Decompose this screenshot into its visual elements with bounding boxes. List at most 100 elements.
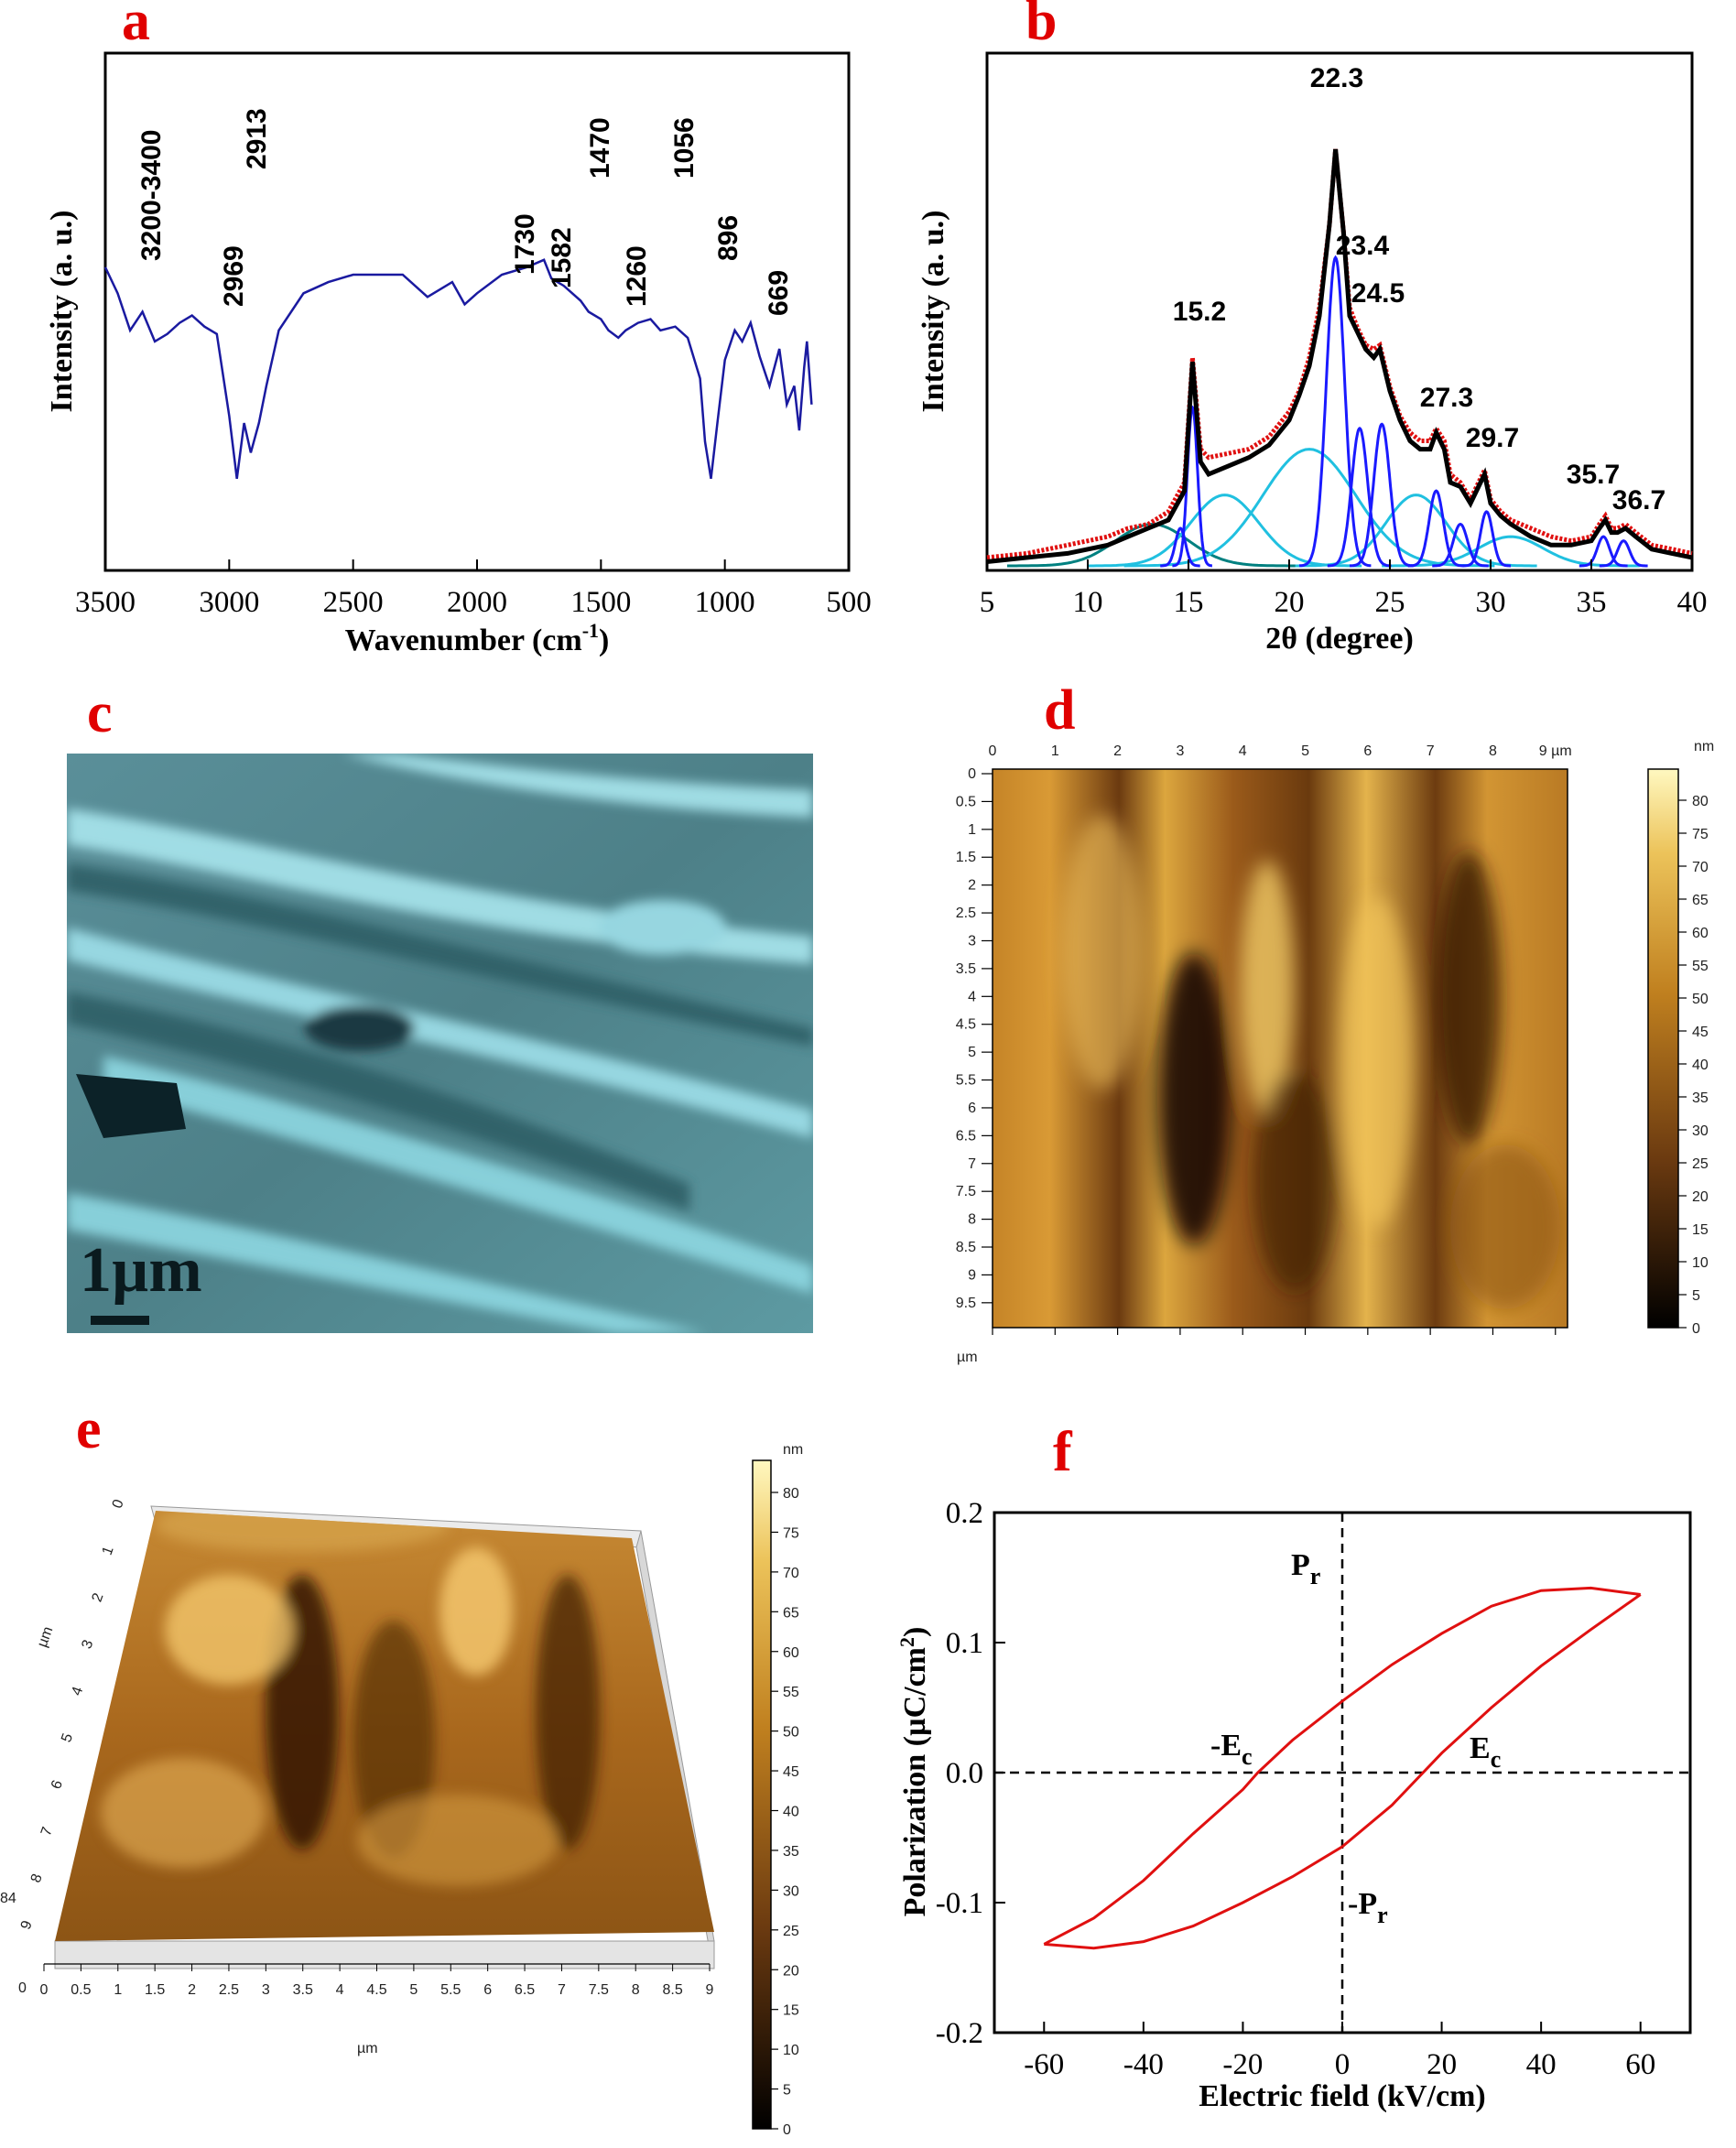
afm3d-colorbar-gradient	[752, 1459, 772, 2130]
afm-ytick-label: 4.5	[956, 1017, 976, 1033]
xrd-component-peak	[1172, 405, 1212, 568]
afm-ytick-label: 9.5	[956, 1296, 976, 1311]
afm3d-colorbar-label: 30	[783, 1883, 799, 1899]
panel-label-a: a	[122, 0, 150, 52]
xrd-xtick-label: 25	[1375, 586, 1405, 619]
afm-xtick-label: 5	[1301, 743, 1309, 759]
ftir-xlabel: Wavenumber (cm-1)	[345, 619, 610, 657]
xrd-peak-label: 22.3	[1310, 63, 1363, 93]
panel-label-f: f	[1053, 1421, 1072, 1483]
afm-y-unit: µm	[957, 1350, 978, 1365]
afm-ytick-label: 6	[968, 1101, 976, 1116]
afm-ytick-label: 2	[968, 878, 976, 894]
afm-ytick-label: 0	[968, 766, 976, 782]
afm3d-ytick-label: 0	[110, 1497, 127, 1510]
xrd-peak-label: 29.7	[1466, 423, 1519, 453]
xrd-component-peak	[1432, 522, 1489, 568]
afm3d-xtick-label: 6	[483, 1982, 492, 1998]
afm3d-xtick-label: 0.5	[71, 1982, 91, 1998]
ftir-xtick-label: 1500	[570, 586, 631, 619]
xrd-component-peak	[1579, 535, 1628, 568]
afm-ytick-label: 4	[968, 989, 976, 1004]
xrd-observed-line	[986, 148, 1693, 560]
afm-ytick-label: 5.5	[956, 1073, 976, 1089]
afm3d-xtick-label: 3	[262, 1982, 270, 1998]
afm-colorbar-label: 30	[1692, 1123, 1709, 1139]
ftir-peak-label: 3200-3400	[136, 130, 167, 261]
xrd-component-peak	[1407, 489, 1465, 568]
afm3d-xtick-label: 5	[409, 1982, 418, 1998]
afm3d-xtick-label: 0	[40, 1982, 49, 1998]
afm-ytick-label: 8.5	[956, 1240, 976, 1255]
afm3d-colorbar-label: 25	[783, 1924, 799, 1939]
afm-colorbar-label: 20	[1692, 1189, 1709, 1205]
ftir-peak-label: 669	[764, 270, 794, 316]
pe-upper-branch	[1043, 1586, 1641, 1946]
xrd-fit-line	[986, 148, 1693, 564]
afm3d-colorbar-label: 5	[783, 2083, 791, 2099]
xrd-xlabel: 2θ (degree)	[1265, 622, 1414, 656]
xrd-component-peak	[1295, 494, 1537, 568]
afm-ytick-label: 7	[968, 1156, 976, 1172]
afm3d-colorbar-label: 15	[783, 2003, 799, 2019]
afm-xtick-label: 1	[1051, 743, 1059, 759]
pe-ytick-label: 0.2	[946, 1497, 983, 1530]
xrd-component-peak	[1599, 539, 1648, 568]
ftir-xtick-label: 2000	[447, 586, 507, 619]
ftir-plot-frame	[103, 51, 851, 572]
afm3d-colorbar-label: 55	[783, 1685, 799, 1700]
xrd-xtick-label: 30	[1476, 586, 1506, 619]
xrd-xtick-label: 40	[1677, 586, 1708, 619]
panel-label-b: b	[1025, 0, 1058, 52]
pe-plot-frame	[993, 1511, 1692, 2034]
afm-colorbar-label: 45	[1692, 1025, 1709, 1040]
afm-ytick-label: 3.5	[956, 961, 976, 977]
xrd-component-peak	[1327, 427, 1392, 568]
afm-topography-map	[993, 769, 1568, 1328]
ftir-peak-label: 1730	[510, 213, 540, 275]
pe-neg-ec-label: -Ec	[1210, 1729, 1253, 1770]
afm-ytick-label: 1	[968, 822, 976, 838]
pe-neg-pr-label: -Pr	[1348, 1887, 1388, 1928]
pe-ytick-label: 0.1	[946, 1627, 983, 1660]
afm3d-colorbar-label: 80	[783, 1486, 799, 1502]
afm-colorbar-label: 75	[1692, 827, 1709, 842]
afm-xtick-label: 9 µm	[1539, 743, 1572, 759]
afm-colorbar-gradient	[1647, 768, 1679, 1329]
pe-ytick-label: 0.0	[946, 1757, 983, 1790]
afm3d-colorbar-label: 40	[783, 1805, 799, 1820]
afm3d-ytick-label: 8	[28, 1871, 46, 1884]
afm-colorbar-label: 10	[1692, 1255, 1709, 1271]
afm-colorbar-label: 65	[1692, 893, 1709, 908]
afm-colorbar-label: 70	[1692, 860, 1709, 875]
ftir-ylabel: Intensity (a. u.)	[45, 210, 79, 412]
ftir-peak-label: 1056	[669, 117, 700, 179]
xrd-component-peak	[1462, 510, 1511, 568]
afm-ytick-label: 3	[968, 933, 976, 949]
pe-xtick-label: -20	[1222, 2048, 1263, 2081]
ftir-xtick-label: 3500	[75, 586, 136, 619]
afm3d-colorbar-unit: nm	[783, 1442, 803, 1458]
afm3d-ytick-label: 7	[38, 1825, 56, 1838]
afm3d-xtick-label: 8.5	[662, 1982, 682, 1998]
pe-ytick-label: -0.1	[936, 1887, 983, 1920]
xrd-xtick-label: 5	[980, 586, 995, 619]
xrd-peak-label: 27.3	[1420, 383, 1473, 413]
ftir-xtick-label: 3000	[199, 586, 259, 619]
afm3d-y-unit: µm	[35, 1624, 57, 1649]
afm3d-ytick-label: 1	[100, 1545, 117, 1557]
afm3d-ytick-label: 3	[79, 1638, 96, 1651]
afm-xtick-label: 3	[1176, 743, 1184, 759]
xrd-component-peak	[1160, 526, 1200, 568]
afm3d-xtick-label: 6.5	[515, 1982, 535, 1998]
ftir-spectrum-line	[103, 258, 813, 479]
panel-label-e: e	[76, 1398, 102, 1460]
pe-xlabel: Electric field (kV/cm)	[1199, 2079, 1485, 2113]
afm3d-xtick-label: 9	[706, 1982, 714, 1998]
afm-colorbar-label: 60	[1692, 926, 1709, 941]
ftir-peak-label: 2969	[219, 245, 249, 307]
xrd-component-peak	[1007, 522, 1297, 568]
xrd-plot-frame	[985, 51, 1694, 572]
afm3d-xtick-label: 1.5	[145, 1982, 165, 1998]
afm3d-ytick-label: 9	[18, 1918, 36, 1931]
